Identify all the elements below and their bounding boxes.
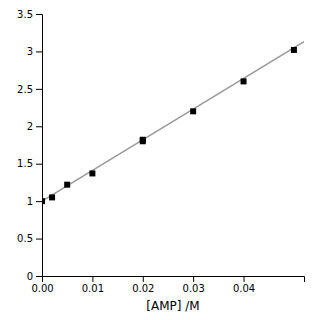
tick-label: 0.04 [233, 283, 255, 294]
fit-line [42, 42, 304, 202]
point [89, 170, 95, 176]
tick-mark [36, 14, 42, 15]
point [291, 47, 297, 53]
point [64, 182, 70, 188]
point [140, 137, 146, 143]
x-axis-label: [AMP] /M [146, 299, 199, 313]
tick: 1 [27, 196, 42, 207]
tick-label: 0.00 [31, 283, 53, 294]
tick-label: 0.02 [132, 283, 154, 294]
tick-label: 1.5 [17, 158, 33, 169]
axis-line [43, 277, 305, 283]
point [241, 78, 247, 84]
tick: 0.03 [183, 276, 205, 294]
tick-label: 0.5 [17, 233, 33, 244]
tick-mark [36, 276, 42, 277]
tick: 3.5 [17, 9, 42, 20]
y-axis: 0 0.5 1 1.5 2 2.5 3 3.5 [17, 9, 42, 282]
tick: 3 [27, 46, 42, 57]
tick: 2.5 [17, 84, 42, 95]
point [190, 108, 196, 114]
tick: 0.04 [233, 276, 255, 294]
x-axis: 0.00 0.01 0.02 0.03 0.04 [31, 276, 304, 294]
point [49, 194, 55, 200]
tick-label: 3 [27, 46, 33, 57]
tick: 0.00 [31, 276, 53, 294]
tick-mark [36, 51, 42, 52]
tick-mark [244, 276, 245, 282]
tick: 2 [27, 121, 42, 132]
tick: 0 [27, 271, 42, 282]
tick-mark [36, 89, 42, 90]
tick-label: 1 [27, 196, 33, 207]
tick: 1.5 [17, 158, 42, 169]
tick: 0.02 [132, 276, 154, 294]
tick-mark [36, 126, 42, 127]
tick-mark [36, 201, 42, 202]
plot-area: 0.00 0.01 0.02 0.03 0.04 0 0.5 1 1.5 2 2.5 3 3.5 [AMP… [17, 9, 304, 313]
axis-line [36, 15, 43, 277]
tick-mark [36, 164, 42, 165]
tick-label: 0.01 [82, 283, 104, 294]
tick-label: 0 [27, 271, 33, 282]
marks [42, 42, 304, 205]
tick-label: 2 [27, 121, 33, 132]
tick: 0.5 [17, 233, 42, 244]
chart-svg: 0.00 0.01 0.02 0.03 0.04 0 0.5 1 1.5 2 2.5 3 3.5 [AMP… [0, 0, 320, 320]
tick-mark [36, 239, 42, 240]
tick-mark [143, 276, 144, 282]
tick-label: 2.5 [17, 84, 33, 95]
tick-label: 0.03 [183, 283, 205, 294]
tick: 0.01 [82, 276, 104, 294]
tick-mark [92, 276, 93, 282]
tick-label: 3.5 [17, 9, 33, 20]
tick-mark [193, 276, 194, 282]
point [42, 198, 45, 204]
